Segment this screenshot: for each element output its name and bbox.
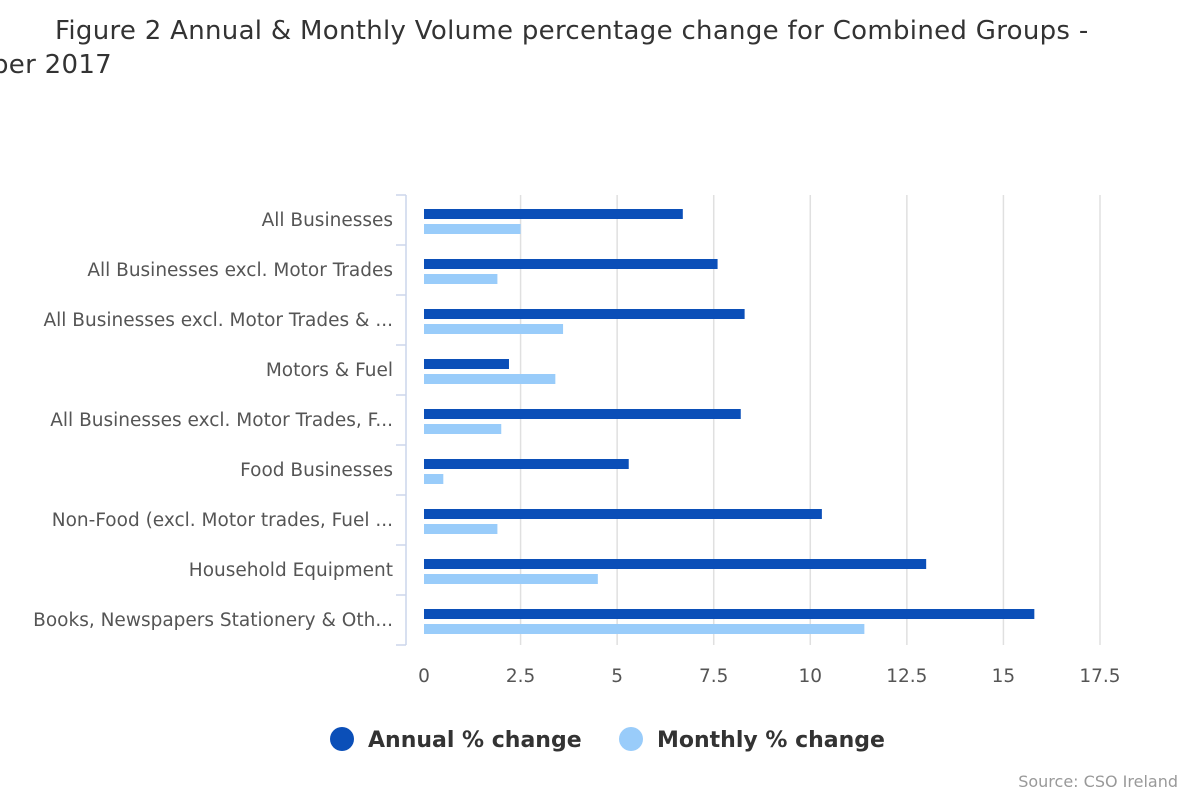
category-label: Household Equipment — [189, 560, 393, 581]
bar-annual[interactable] — [424, 509, 822, 519]
legend-label[interactable]: Annual % change — [368, 728, 582, 753]
legend-marker[interactable] — [330, 727, 354, 751]
category-label: All Businesses excl. Motor Trades & ... — [43, 310, 393, 331]
category-label: All Businesses excl. Motor Trades — [87, 260, 393, 281]
x-tick-label: 15 — [992, 666, 1016, 687]
bar-annual[interactable] — [424, 409, 741, 419]
bar-monthly[interactable] — [424, 374, 556, 384]
category-label: Motors & Fuel — [266, 360, 393, 381]
chart-title-line-2: ber 2017 — [0, 50, 113, 80]
x-tick-label: 17.5 — [1079, 666, 1120, 687]
bar-monthly[interactable] — [424, 474, 444, 484]
bar-monthly[interactable] — [424, 524, 498, 534]
bar-annual[interactable] — [424, 609, 1035, 619]
bar-monthly[interactable] — [424, 274, 498, 284]
source-credit[interactable]: Source: CSO Ireland — [1018, 772, 1178, 791]
x-tick-label: 0 — [418, 666, 430, 687]
x-tick-label: 12.5 — [886, 666, 927, 687]
category-label: Non-Food (excl. Motor trades, Fuel ... — [52, 510, 393, 531]
chart-title: Figure 2 Annual & Monthly Volume percent… — [55, 16, 1089, 46]
category-label: All Businesses excl. Motor Trades, F... — [50, 410, 393, 431]
category-label: Food Businesses — [240, 460, 393, 481]
category-label: All Businesses — [262, 210, 393, 231]
bar-annual[interactable] — [424, 309, 745, 319]
bar-monthly[interactable] — [424, 324, 564, 334]
x-tick-label: 2.5 — [506, 666, 535, 687]
legend-label[interactable]: Monthly % change — [657, 728, 885, 753]
x-tick-label: 10 — [799, 666, 823, 687]
x-tick-label: 7.5 — [699, 666, 728, 687]
bar-annual[interactable] — [424, 209, 683, 219]
bar-annual[interactable] — [424, 559, 927, 569]
bar-monthly[interactable] — [424, 424, 502, 434]
bar-monthly[interactable] — [424, 624, 865, 634]
bar-annual[interactable] — [424, 259, 718, 269]
bar-monthly[interactable] — [424, 574, 598, 584]
legend-marker[interactable] — [619, 727, 643, 751]
x-tick-label: 5 — [611, 666, 623, 687]
bar-monthly[interactable] — [424, 224, 521, 234]
bar-annual[interactable] — [424, 459, 629, 469]
bar-annual[interactable] — [424, 359, 509, 369]
category-label: Books, Newspapers Stationery & Oth... — [33, 610, 393, 631]
